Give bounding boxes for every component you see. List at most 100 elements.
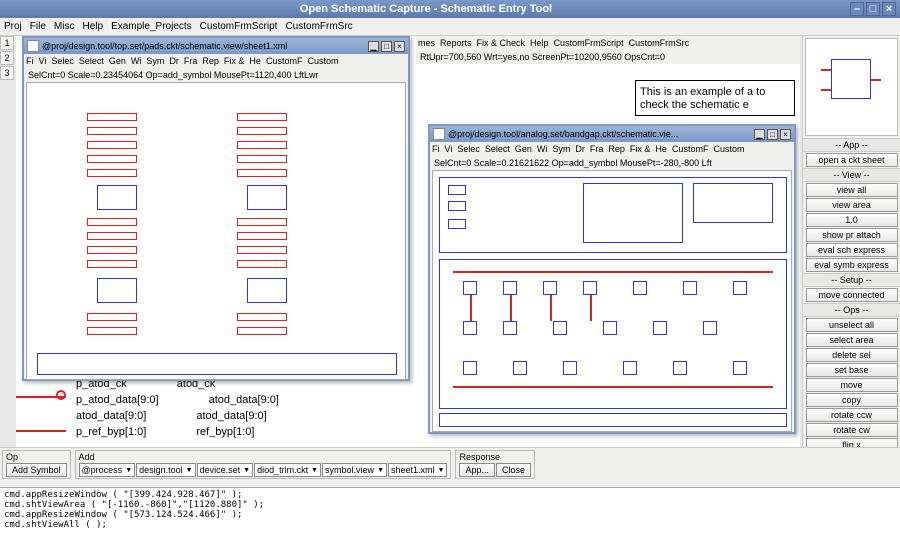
win2-close-icon[interactable]: ×: [780, 129, 791, 140]
delete-sel-button[interactable]: delete sel: [806, 348, 898, 362]
menu-misc[interactable]: Misc: [54, 21, 75, 32]
sheet-num-1[interactable]: 1: [0, 36, 14, 50]
sheet-number-column: 1 2 3: [0, 36, 16, 81]
signal-label: p_atod_data[9:0]: [76, 392, 159, 408]
win1-close-icon[interactable]: ×: [394, 41, 405, 52]
win1-schematic-view[interactable]: [26, 82, 406, 380]
menu-item[interactable]: Vi: [445, 144, 453, 154]
zoom-1-button[interactable]: 1.0: [806, 213, 898, 227]
menu-item[interactable]: Fix & Check: [477, 38, 526, 48]
menu-item[interactable]: mes: [418, 38, 435, 48]
win2-schematic-view[interactable]: [432, 170, 792, 432]
workspace-canvas[interactable]: mes Reports Fix & Check Help CustomFrmScript…: [16, 36, 800, 447]
process-dropdown[interactable]: @process▼: [79, 463, 136, 477]
menu-item[interactable]: Select: [79, 56, 104, 66]
minimize-icon[interactable]: –: [850, 2, 864, 16]
schematic-window-1[interactable]: @proj/design.tool/top.set/pads.ckt/schem…: [22, 36, 410, 381]
close-response-button[interactable]: Close: [496, 463, 531, 477]
chevron-down-icon: ▼: [377, 467, 384, 474]
sheet-num-3[interactable]: 3: [0, 66, 14, 80]
menu-item[interactable]: Wi: [537, 144, 548, 154]
ckt-dropdown[interactable]: diod_trim.ckt▼: [254, 463, 321, 477]
copy-button[interactable]: copy: [806, 393, 898, 407]
window-icon: [433, 128, 445, 140]
win2-min-icon[interactable]: ▁: [754, 129, 765, 140]
rotate-cw-button[interactable]: rotate cw: [806, 423, 898, 437]
signal-label: ref_byp[1:0]: [196, 424, 254, 440]
sheet-dropdown[interactable]: sheet1.xml▼: [388, 463, 447, 477]
menu-item[interactable]: Selec: [457, 144, 480, 154]
menu-file[interactable]: File: [30, 21, 46, 32]
win2-titlebar[interactable]: @proj/design.tool/analog.set/bandgap.ckt…: [430, 126, 794, 142]
eval-symb-button[interactable]: eval symb express: [806, 258, 898, 272]
menu-item[interactable]: Reports: [440, 38, 472, 48]
menu-item[interactable]: Fi: [26, 56, 34, 66]
move-button[interactable]: move: [806, 378, 898, 392]
close-icon[interactable]: ×: [882, 2, 896, 16]
menu-item[interactable]: Rep: [608, 144, 625, 154]
chevron-down-icon: ▼: [125, 467, 132, 474]
chevron-down-icon: ▼: [186, 467, 193, 474]
menu-customfrmsrc[interactable]: CustomFrmSrc: [285, 21, 352, 32]
bg-window-menubar: mes Reports Fix & Check Help CustomFrmScript…: [416, 36, 800, 50]
show-pr-button[interactable]: show pr attach: [806, 228, 898, 242]
move-connected-button[interactable]: move connected: [806, 288, 898, 302]
menu-item[interactable]: CustomFrmScript: [554, 38, 624, 48]
tool-dropdown[interactable]: design.tool▼: [136, 463, 195, 477]
menu-item[interactable]: CustomF: [266, 56, 303, 66]
view-area-button[interactable]: view area: [806, 198, 898, 212]
select-area-button[interactable]: select area: [806, 333, 898, 347]
menu-item[interactable]: Gen: [515, 144, 532, 154]
menu-item[interactable]: Gen: [109, 56, 126, 66]
menu-item[interactable]: He: [655, 144, 667, 154]
set-base-button[interactable]: set base: [806, 363, 898, 377]
win1-min-icon[interactable]: ▁: [368, 41, 379, 52]
wire: [16, 430, 66, 432]
schematic-window-2[interactable]: @proj/design.tool/analog.set/bandgap.ckt…: [428, 124, 796, 434]
eval-sch-button[interactable]: eval sch express: [806, 243, 898, 257]
menu-item[interactable]: Help: [530, 38, 549, 48]
open-sheet-button[interactable]: open a ckt sheet: [806, 153, 898, 167]
op-group: Op Add Symbol: [2, 450, 71, 479]
menu-item[interactable]: He: [249, 56, 261, 66]
view-all-button[interactable]: view all: [806, 183, 898, 197]
menu-item[interactable]: Sym: [552, 144, 570, 154]
menu-item[interactable]: Rep: [202, 56, 219, 66]
menu-item[interactable]: Fix &: [224, 56, 245, 66]
menu-proj[interactable]: Proj: [4, 21, 22, 32]
menu-item[interactable]: CustomF: [672, 144, 709, 154]
menu-item[interactable]: Select: [485, 144, 510, 154]
win1-titlebar[interactable]: @proj/design.tool/top.set/pads.ckt/schem…: [24, 38, 408, 54]
menu-item[interactable]: CustomFrmSrc: [629, 38, 690, 48]
menu-example_projects[interactable]: Example_Projects: [111, 21, 192, 32]
win2-max-icon[interactable]: □: [767, 129, 778, 140]
app-title: Open Schematic Capture - Schematic Entry…: [4, 3, 848, 15]
menu-customfrmscript[interactable]: CustomFrmScript: [200, 21, 278, 32]
menu-item[interactable]: Wi: [131, 56, 142, 66]
menu-item[interactable]: Fix &: [630, 144, 651, 154]
unselect-all-button[interactable]: unselect all: [806, 318, 898, 332]
set-dropdown[interactable]: device.set▼: [197, 463, 253, 477]
view-dropdown[interactable]: symbol.view▼: [322, 463, 387, 477]
app-response-button[interactable]: App...: [459, 463, 495, 477]
sheet-num-2[interactable]: 2: [0, 51, 14, 65]
menu-item[interactable]: Dr: [575, 144, 585, 154]
symbol-preview: [805, 38, 898, 136]
menu-item[interactable]: Custom: [307, 56, 338, 66]
rotate-ccw-button[interactable]: rotate ccw: [806, 408, 898, 422]
win1-max-icon[interactable]: □: [381, 41, 392, 52]
add-label: Add: [79, 452, 448, 462]
menu-item[interactable]: Selec: [51, 56, 74, 66]
add-symbol-button[interactable]: Add Symbol: [6, 463, 67, 477]
menu-item[interactable]: Sym: [146, 56, 164, 66]
menu-item[interactable]: Fra: [590, 144, 604, 154]
win1-status: SelCnt=0 Scale=0.23454064 Op=add_symbol …: [24, 68, 408, 82]
menu-item[interactable]: Dr: [169, 56, 179, 66]
menu-item[interactable]: Vi: [39, 56, 47, 66]
maximize-icon[interactable]: □: [866, 2, 880, 16]
menu-item[interactable]: Fi: [432, 144, 440, 154]
menu-item[interactable]: Custom: [713, 144, 744, 154]
menu-help[interactable]: Help: [82, 21, 103, 32]
command-console[interactable]: cmd.appResizeWindow ( "[399.424.928.467]…: [0, 487, 900, 545]
menu-item[interactable]: Fra: [184, 56, 198, 66]
